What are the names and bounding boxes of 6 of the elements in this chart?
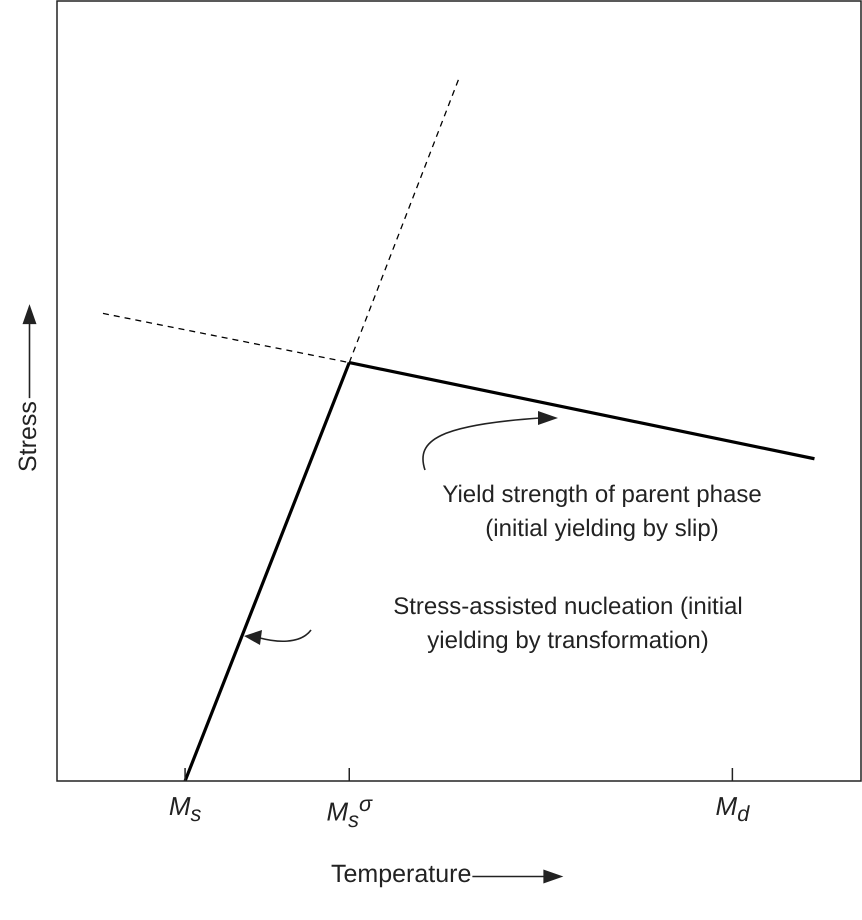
x-tick-label: M$_{d}$ — [716, 791, 750, 828]
x-tick-label: M$_{s}$ — [168, 791, 202, 828]
x-axis-title: Temperature — [331, 860, 472, 889]
y-axis-title: Stress — [14, 401, 43, 472]
annotation: Stress-assisted nucleation (initial yielding by transformation) — [393, 592, 743, 656]
annotation: Yield strength of parent phase (initial yielding by slip) — [442, 480, 762, 544]
